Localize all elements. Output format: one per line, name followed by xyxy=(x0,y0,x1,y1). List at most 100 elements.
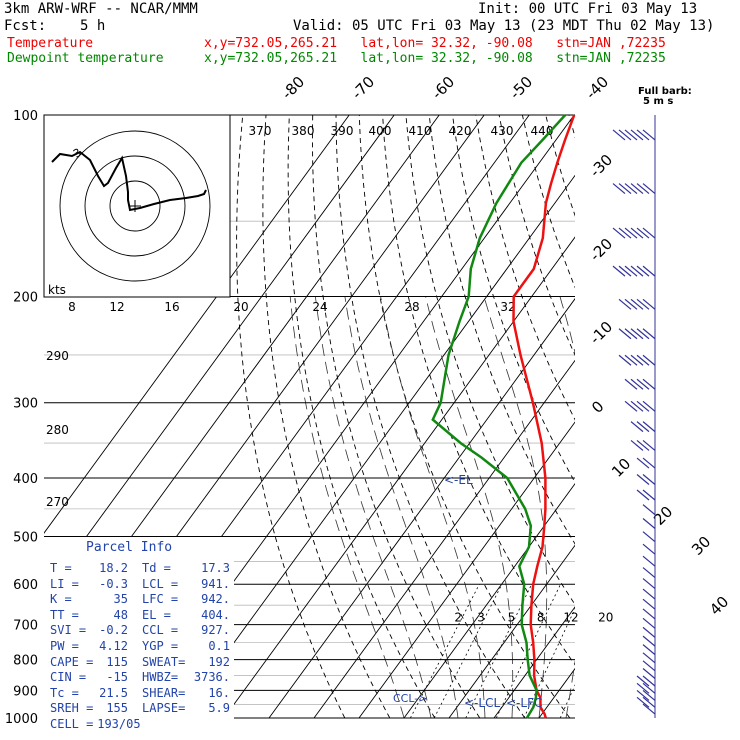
parcel-value: 941. xyxy=(201,576,230,591)
wind-barb-flag xyxy=(642,227,656,239)
hodograph-ring xyxy=(59,130,211,282)
el-annotation: <-EL xyxy=(444,473,473,487)
isotherm-line xyxy=(674,115,740,718)
wind-barb-flag xyxy=(624,265,638,277)
wind-barb-flag xyxy=(630,400,644,412)
mixing-ratio-label: 12 xyxy=(563,611,578,625)
lfc-annotation: <-LFC xyxy=(506,696,542,710)
parcel-label: LCL = xyxy=(142,576,179,591)
wind-barb-flag xyxy=(636,689,650,701)
wind-barb-flag xyxy=(642,644,656,656)
parcel-value: 115 xyxy=(106,654,128,669)
isotherm-label: -60 xyxy=(428,73,458,103)
dry-adiabat-line xyxy=(335,115,526,718)
wind-barb-flag xyxy=(642,474,656,485)
temperature-location: x,y=732.05,265.21 lat,lon= 32.32, -90.08… xyxy=(204,36,666,51)
wind-barb-flag xyxy=(618,183,632,195)
isotherm-label: 40 xyxy=(706,593,732,619)
isotherm-line xyxy=(584,115,740,718)
parcel-value: 155 xyxy=(106,701,128,716)
pressure-tick-label: 1000 xyxy=(5,712,38,727)
wind-barb-flag xyxy=(618,129,632,141)
wind-barb-flag xyxy=(630,265,644,277)
mixing-ratio-label: 20 xyxy=(598,611,613,625)
wind-barb-flag xyxy=(612,227,626,239)
isotherm-line xyxy=(493,606,575,718)
wind-barb-flag xyxy=(630,129,644,141)
wind-barb-flag xyxy=(642,689,656,701)
wind-barb-flag xyxy=(642,567,656,579)
parcel-value: -15 xyxy=(106,670,128,685)
theta-label: 430 xyxy=(491,124,514,138)
isotherm-label: -40 xyxy=(582,73,612,103)
pressure-tick-label: 200 xyxy=(13,291,38,306)
pressure-tick-label: 600 xyxy=(13,578,38,593)
theta-label: 420 xyxy=(449,124,472,138)
wind-barb-flag xyxy=(624,378,638,390)
isotherm-label: 0 xyxy=(588,397,607,416)
dry-adiabat-line xyxy=(236,115,346,718)
parcel-label: Tc = xyxy=(50,685,79,700)
dry-adiabat-line xyxy=(686,115,740,718)
wind-barb-flag xyxy=(636,474,650,485)
parcel-label: EL = xyxy=(142,607,171,622)
wind-barb-flag xyxy=(642,660,656,672)
wind-barb-flag xyxy=(612,265,626,277)
isotherm-label: -70 xyxy=(348,73,378,103)
wind-barb-flag xyxy=(636,400,650,412)
wind-barb-flag xyxy=(636,675,650,687)
wind-barb-flag xyxy=(636,298,650,310)
hodograph-speed-label: 32 xyxy=(500,300,515,314)
dry-adiabat-line xyxy=(475,115,575,421)
temperature-line xyxy=(512,114,576,719)
theta-label: 410 xyxy=(409,124,432,138)
wind-barb-flag xyxy=(630,183,644,195)
isotherm-label: 30 xyxy=(688,533,714,559)
wind-barb-flag xyxy=(642,578,656,590)
hodograph-units: kts xyxy=(48,283,66,297)
wind-barb-flag xyxy=(624,183,638,195)
isotherm-line xyxy=(448,544,575,718)
parcel-label: YGP = xyxy=(142,639,179,653)
parcel-value: 17.3 xyxy=(201,561,230,575)
mixing-ratio-line xyxy=(410,584,480,718)
dry-adiabat-line xyxy=(262,115,391,718)
dewpoint-location: x,y=732.05,265.21 lat,lon= 32.32, -90.08… xyxy=(204,51,666,66)
wind-barb-flag xyxy=(642,652,656,664)
wind-barb-flag xyxy=(642,354,656,366)
wind-barb-flag xyxy=(642,608,656,620)
wind-barb-flag xyxy=(642,298,656,310)
wind-barb-flag xyxy=(642,531,656,543)
parcel-value: 404. xyxy=(201,607,230,622)
parcel-label: HWBZ= xyxy=(142,670,179,685)
wind-barb-flag xyxy=(636,378,650,390)
pressure-tick-label: 900 xyxy=(13,684,38,699)
pressure-tick-label: 800 xyxy=(13,654,38,669)
wind-barb-flag xyxy=(642,439,656,451)
isotherm-line xyxy=(44,115,395,596)
moist-adiabat-line xyxy=(315,296,432,718)
parcel-label: CAPE = xyxy=(50,654,94,669)
dewpoint-legend: Dewpoint temperature xyxy=(7,51,164,66)
hodograph-speed-label: 20 xyxy=(233,300,248,314)
wind-barb-flag xyxy=(642,703,656,715)
hodograph-speed-label: 12 xyxy=(109,300,124,314)
parcel-label: LI = xyxy=(50,576,79,591)
valid-time: Valid: 05 UTC Fri 03 May 13 (23 MDT Thu … xyxy=(293,18,715,34)
wind-barb-flag xyxy=(636,265,650,277)
hodograph-ring xyxy=(109,180,161,232)
parcel-label: K = xyxy=(50,592,72,607)
hodograph-trace xyxy=(51,150,207,212)
parcel-value: -0.2 xyxy=(99,623,128,638)
dry-adiabat-line xyxy=(662,115,740,718)
wind-barb-flag xyxy=(618,298,632,310)
hodograph-speed-label: 8 xyxy=(68,300,76,314)
wind-barb-flag xyxy=(612,183,626,195)
barb-legend: Full barb: xyxy=(638,86,692,97)
mixing-ratio-label: 2 xyxy=(454,611,462,625)
wind-barb-flag xyxy=(636,489,650,501)
wind-barb-flag xyxy=(642,457,656,469)
dry-adiabat-line xyxy=(287,115,436,718)
parcel-value: -0.3 xyxy=(99,576,128,591)
isotherm-line xyxy=(178,174,575,718)
